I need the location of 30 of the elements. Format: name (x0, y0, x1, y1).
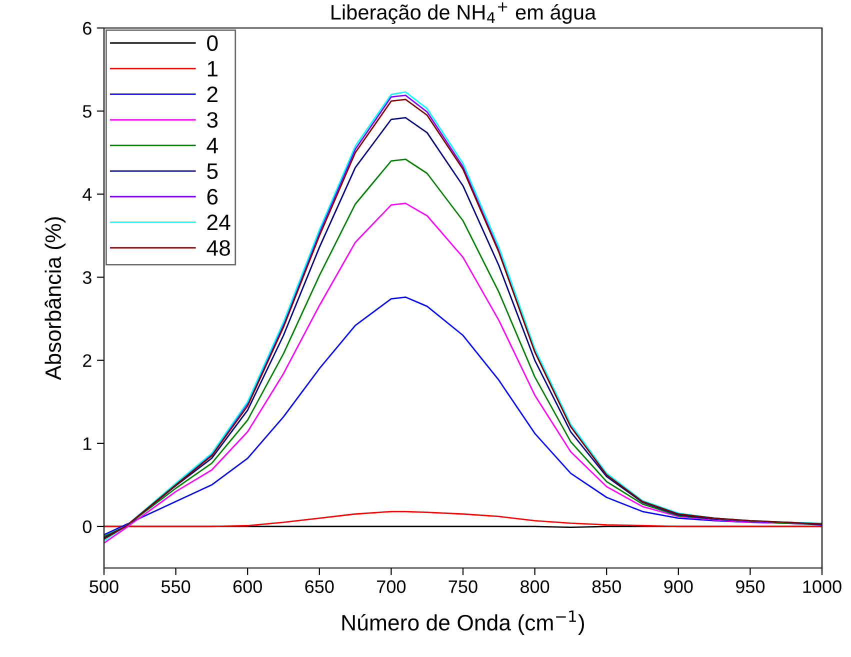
x-axis-title: Número de Onda (cm$^{−1}$) (342, 610, 584, 635)
x-tick-label: 600 (233, 580, 262, 594)
x-tick-label: 900 (664, 580, 693, 594)
y-tick-label: 3 (82, 271, 92, 284)
x-tick-label: 700 (377, 580, 406, 594)
legend-label: 0 (207, 35, 218, 51)
legend-label: 1 (208, 61, 218, 76)
y-tick-label: 5 (82, 105, 92, 118)
y-tick-label: 0 (82, 520, 92, 534)
legend-label: 4 (206, 138, 218, 154)
legend-label: 5 (207, 164, 218, 180)
y-tick-label: 6 (83, 22, 92, 35)
x-tick-label: 650 (305, 580, 334, 594)
legend-label: 6 (207, 188, 218, 205)
chart-title: Liberação de NH$_{4}$$^{+}$ em água (332, 2, 596, 24)
y-tick-label: 2 (83, 354, 92, 367)
legend-label: 48 (206, 240, 230, 256)
x-tick-label: 1000 (803, 580, 842, 594)
legend-label: 2 (207, 86, 218, 102)
legend-label: 3 (207, 112, 218, 128)
x-tick-label: 500 (90, 580, 118, 594)
x-tick-label: 950 (736, 580, 765, 594)
y-tick-label: 1 (84, 438, 92, 450)
y-axis-title: Absorbância (%) (44, 217, 66, 380)
x-tick-label: 750 (448, 580, 478, 594)
y-tick-label: 4 (82, 188, 92, 201)
legend-label: 24 (207, 214, 230, 230)
x-tick-label: 800 (520, 580, 550, 594)
x-tick-label: 850 (592, 580, 621, 594)
x-tick-label: 550 (161, 580, 190, 594)
